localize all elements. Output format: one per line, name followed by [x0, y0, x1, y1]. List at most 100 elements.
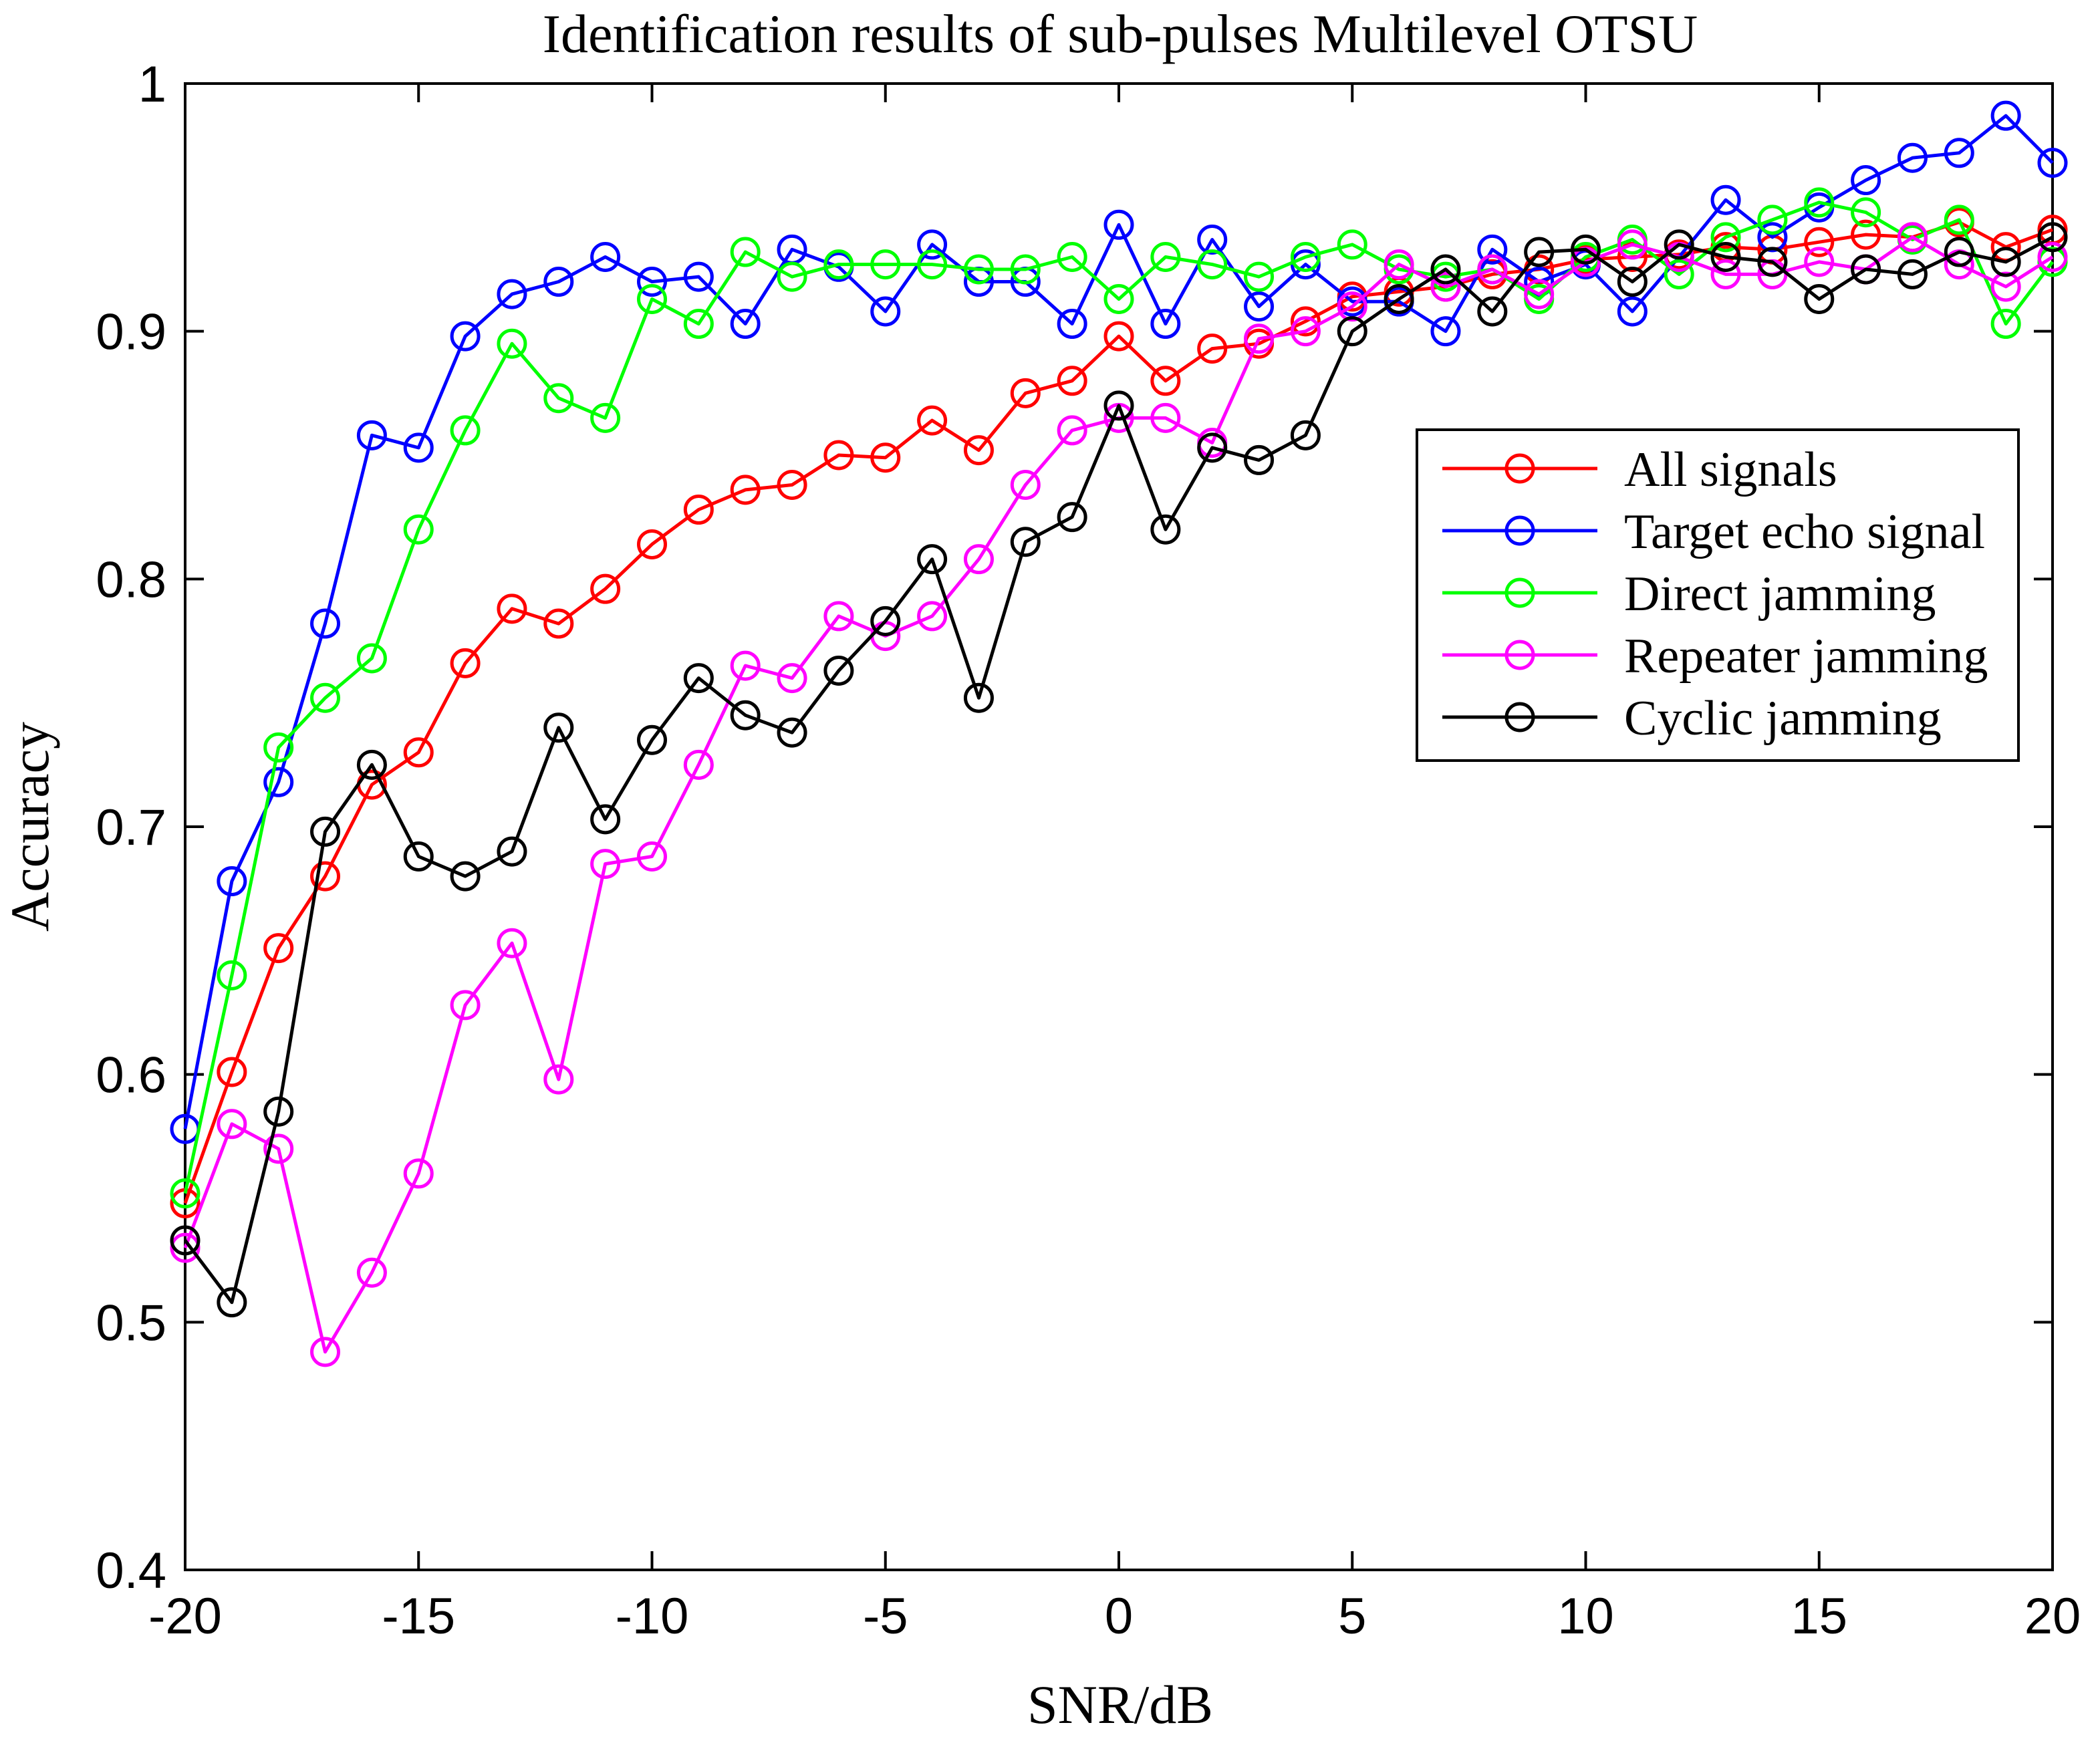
data-point-repeater-jamming	[1244, 323, 1275, 354]
data-point-cyclic-jamming	[1197, 432, 1228, 463]
data-point-target-echo-signal	[217, 866, 247, 897]
data-point-cyclic-jamming	[403, 841, 434, 872]
data-point-target-echo-signal	[403, 432, 434, 463]
data-point-target-echo-signal	[310, 608, 341, 639]
y-tick-label: 1	[138, 56, 166, 113]
data-point-direct-jamming	[917, 249, 948, 280]
data-point-direct-jamming	[683, 309, 714, 340]
data-point-cyclic-jamming	[730, 700, 761, 730]
data-point-repeater-jamming	[1057, 415, 1087, 446]
data-point-all-signals	[1057, 366, 1087, 396]
data-point-target-echo-signal	[1897, 142, 1928, 173]
data-point-direct-jamming	[1664, 259, 1694, 289]
data-point-target-echo-signal	[543, 267, 574, 297]
data-point-repeater-jamming	[1010, 469, 1041, 500]
data-point-cyclic-jamming	[917, 544, 948, 575]
data-point-repeater-jamming	[2037, 241, 2068, 272]
x-tick-label: 15	[1791, 1588, 1847, 1645]
data-point-repeater-jamming	[450, 990, 481, 1021]
y-tick-label: 0.7	[96, 799, 166, 856]
x-axis-label: SNR/dB	[1027, 1674, 1213, 1735]
data-point-direct-jamming	[1710, 222, 1741, 253]
y-axis-label: Accuracy	[0, 722, 60, 932]
data-point-target-echo-signal	[1103, 209, 1134, 240]
data-point-repeater-jamming	[263, 1133, 294, 1164]
data-point-direct-jamming	[1851, 197, 1881, 228]
data-point-repeater-jamming	[730, 650, 761, 681]
data-point-cyclic-jamming	[1617, 267, 1648, 297]
data-point-all-signals	[1197, 333, 1228, 364]
data-point-cyclic-jamming	[263, 1096, 294, 1127]
data-point-cyclic-jamming	[356, 749, 387, 780]
data-point-cyclic-jamming	[1477, 296, 1508, 327]
chart-title: Identification results of sub-pulses Mul…	[543, 3, 1698, 64]
data-point-all-signals	[1103, 321, 1134, 352]
data-point-all-signals	[870, 442, 901, 473]
data-point-target-echo-signal	[1757, 222, 1788, 253]
data-point-all-signals	[450, 648, 481, 678]
data-point-target-echo-signal	[1851, 165, 1881, 196]
data-point-direct-jamming	[1010, 254, 1041, 285]
data-point-direct-jamming	[1804, 187, 1835, 218]
data-point-repeater-jamming	[1477, 254, 1508, 285]
x-tick-label: -5	[863, 1588, 908, 1645]
data-point-direct-jamming	[170, 1178, 201, 1209]
data-point-cyclic-jamming	[1290, 420, 1321, 450]
data-point-target-echo-signal	[263, 767, 294, 797]
data-point-cyclic-jamming	[1804, 283, 1835, 314]
data-point-cyclic-jamming	[1990, 247, 2021, 277]
data-point-repeater-jamming	[963, 544, 994, 575]
data-point-all-signals	[1851, 219, 1881, 250]
data-point-direct-jamming	[403, 514, 434, 545]
data-point-all-signals	[917, 405, 948, 436]
data-point-direct-jamming	[823, 249, 854, 280]
legend: All signals Target echo signal Direct jamm…	[1416, 428, 2020, 762]
data-point-cyclic-jamming	[543, 712, 574, 743]
data-point-direct-jamming	[1103, 283, 1134, 314]
data-point-target-echo-signal	[683, 261, 714, 292]
legend-marker-all-signals	[1504, 453, 1535, 484]
data-point-target-echo-signal	[1477, 234, 1508, 265]
data-point-all-signals	[777, 469, 807, 500]
y-tick-label: 0.9	[96, 304, 166, 361]
y-tick-label: 0.6	[96, 1047, 166, 1104]
data-point-repeater-jamming	[637, 841, 667, 872]
data-point-all-signals	[730, 475, 761, 505]
data-point-cyclic-jamming	[1944, 237, 1974, 267]
data-point-cyclic-jamming	[1710, 241, 1741, 272]
legend-label-direct-jamming: Direct jamming	[1624, 567, 1936, 622]
data-point-direct-jamming	[870, 249, 901, 280]
data-point-all-signals	[263, 933, 294, 964]
data-point-repeater-jamming	[777, 663, 807, 694]
data-point-repeater-jamming	[1990, 271, 2021, 302]
data-point-target-echo-signal	[450, 321, 481, 352]
x-tick-label: 10	[1557, 1588, 1614, 1645]
data-point-direct-jamming	[1337, 229, 1367, 260]
data-point-repeater-jamming	[1804, 247, 1835, 277]
data-point-direct-jamming	[497, 328, 527, 359]
data-point-repeater-jamming	[356, 1257, 387, 1288]
data-point-target-echo-signal	[1057, 309, 1087, 340]
data-point-target-echo-signal	[1430, 316, 1461, 347]
data-point-all-signals	[683, 495, 714, 525]
data-point-repeater-jamming	[1897, 222, 1928, 253]
legend-marker-repeater-jamming	[1504, 640, 1535, 670]
data-point-target-echo-signal	[1197, 225, 1228, 255]
data-point-direct-jamming	[1057, 241, 1087, 272]
data-point-repeater-jamming	[917, 601, 948, 632]
data-point-target-echo-signal	[637, 267, 667, 297]
data-point-target-echo-signal	[1617, 296, 1648, 327]
data-point-direct-jamming	[263, 732, 294, 763]
data-point-cyclic-jamming	[823, 655, 854, 686]
data-point-cyclic-jamming	[1103, 390, 1134, 421]
data-point-direct-jamming	[1244, 261, 1275, 292]
data-point-repeater-jamming	[1290, 316, 1321, 347]
data-point-target-echo-signal	[1990, 100, 2021, 131]
data-point-cyclic-jamming	[450, 861, 481, 892]
data-point-target-echo-signal	[1244, 291, 1275, 322]
data-point-repeater-jamming	[1710, 259, 1741, 289]
data-point-cyclic-jamming	[1757, 247, 1788, 277]
data-point-repeater-jamming	[1150, 402, 1181, 433]
data-point-cyclic-jamming	[637, 724, 667, 755]
